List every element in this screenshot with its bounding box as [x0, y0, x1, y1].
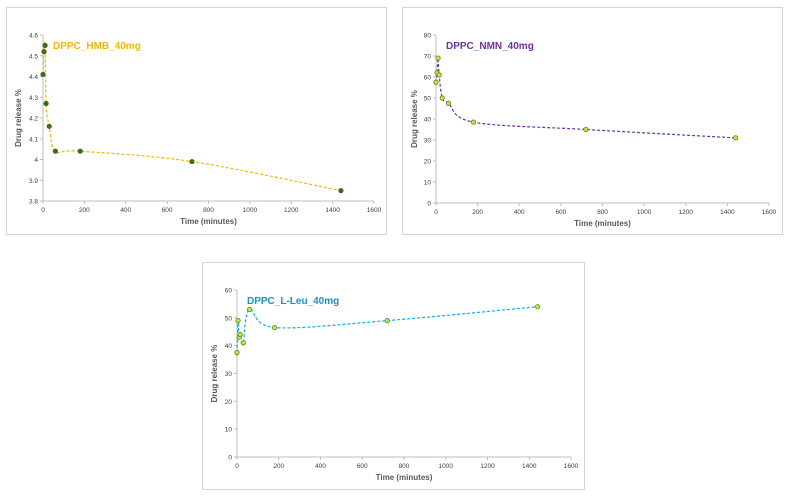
data-point [583, 126, 589, 133]
data-point [42, 42, 48, 48]
y-tick-label: 60 [424, 75, 432, 82]
x-tick-label: 0 [235, 463, 239, 470]
x-tick-label: 1200 [284, 207, 299, 214]
y-tick-label: 4.5 [29, 53, 38, 60]
series-line-l-leu [236, 306, 538, 353]
y-tick-label: 60 [225, 288, 233, 295]
y-tick-label: 0 [427, 201, 431, 208]
x-tick-label: 1600 [367, 207, 382, 214]
x-tick-label: 600 [162, 207, 173, 214]
chart-title-nmn: DPPC_NMN_40mg [446, 41, 534, 52]
y-tick-label: 40 [225, 343, 233, 350]
y-tick-label: 3.9 [29, 178, 38, 185]
y-tick-label: 50 [424, 96, 432, 103]
y-tick-label: 4.4 [29, 74, 38, 81]
data-point [43, 100, 49, 107]
y-tick-label: 3.8 [29, 199, 38, 206]
data-point [246, 306, 253, 313]
x-tick-label: 1600 [564, 463, 579, 470]
x-tick-label: 600 [357, 463, 368, 470]
series-line-nmn [435, 57, 736, 139]
x-tick-label: 200 [79, 207, 90, 214]
x-tick-label: 400 [514, 209, 525, 216]
y-tick-label: 4.6 [29, 33, 38, 40]
y-tick-label: 4.1 [29, 136, 38, 143]
data-point [46, 123, 52, 129]
chart-panel-hmb: 3.8 3.9 4 4.1 4.2 4.3 4.4 4.5 4.6 0 200 400 600 800 10… [6, 7, 387, 235]
y-tick-label: 4.3 [29, 95, 38, 102]
x-tick-label: 600 [555, 209, 566, 216]
x-tick-label: 800 [597, 209, 608, 216]
y-axis-title: Drug release % [210, 345, 219, 403]
data-point [77, 148, 83, 154]
data-point [445, 100, 452, 106]
data-point [534, 304, 541, 310]
series-line-hmb [42, 41, 342, 192]
data-point [436, 72, 442, 78]
x-tick-label: 0 [41, 207, 45, 214]
x-tick-label: 400 [315, 463, 326, 470]
x-tick-label: 1000 [637, 209, 652, 216]
x-tick-label: 1000 [243, 207, 258, 214]
data-point [52, 148, 59, 154]
x-tick-label: 1400 [720, 209, 735, 216]
x-tick-label: 1200 [679, 209, 694, 216]
y-tick-label: 4 [34, 157, 38, 164]
x-axis-title: Time (minutes) [574, 219, 631, 228]
y-tick-label: 20 [225, 399, 233, 406]
chart-hmb: 3.8 3.9 4 4.1 4.2 4.3 4.4 4.5 4.6 0 200 400 600 800 10… [14, 33, 382, 227]
data-point [235, 318, 241, 324]
y-axis-title: Drug release % [410, 90, 419, 148]
x-tick-label: 1400 [522, 463, 537, 470]
y-tick-label: 30 [225, 371, 233, 378]
data-point [41, 48, 47, 55]
x-tick-label: 400 [120, 207, 131, 214]
y-tick-label: 70 [424, 54, 432, 61]
y-tick-label: 80 [424, 33, 432, 40]
x-tick-label: 200 [273, 463, 284, 470]
y-tick-label: 10 [225, 427, 233, 434]
y-tick-label: 10 [424, 180, 432, 187]
chart-panel-nmn: 0 10 20 30 40 50 60 70 80 0 200 400 600 800 1000 1200 14… [402, 7, 783, 235]
data-point [271, 324, 278, 331]
data-point [433, 79, 439, 85]
y-tick-label: 4.2 [29, 116, 38, 123]
x-tick-label: 1000 [439, 463, 454, 470]
chart-title-l-leu: DPPC_L-Leu_40mg [247, 296, 339, 307]
x-tick-label: 1400 [325, 207, 340, 214]
data-point [237, 331, 243, 338]
data-point [435, 55, 441, 61]
data-point [384, 318, 390, 324]
x-tick-label: 800 [203, 207, 214, 214]
x-tick-label: 200 [472, 209, 483, 216]
data-point [470, 119, 477, 125]
data-point [439, 95, 445, 101]
data-point [234, 350, 240, 356]
x-tick-label: 0 [434, 209, 438, 216]
chart-title-hmb: DPPC_HMB_40mg [53, 41, 141, 52]
x-axis-title: Time (minutes) [180, 217, 237, 226]
x-tick-label: 1200 [480, 463, 495, 470]
data-point [189, 158, 195, 165]
data-point [240, 340, 246, 346]
y-tick-label: 30 [424, 138, 432, 145]
x-tick-label: 1600 [762, 209, 777, 216]
x-tick-label: 800 [399, 463, 410, 470]
y-tick-label: 20 [424, 159, 432, 166]
data-point [338, 188, 344, 194]
y-tick-label: 40 [424, 117, 432, 124]
data-point [40, 71, 46, 78]
x-axis-title: Time (minutes) [376, 473, 433, 482]
data-point [733, 135, 739, 141]
y-tick-label: 50 [225, 315, 233, 322]
y-axis-title: Drug release % [14, 89, 23, 147]
chart-panel-l-leu: 0 10 20 30 40 50 60 0 200 400 600 800 1000 1200 1400 16… [202, 262, 585, 490]
y-tick-label: 0 [228, 455, 232, 462]
